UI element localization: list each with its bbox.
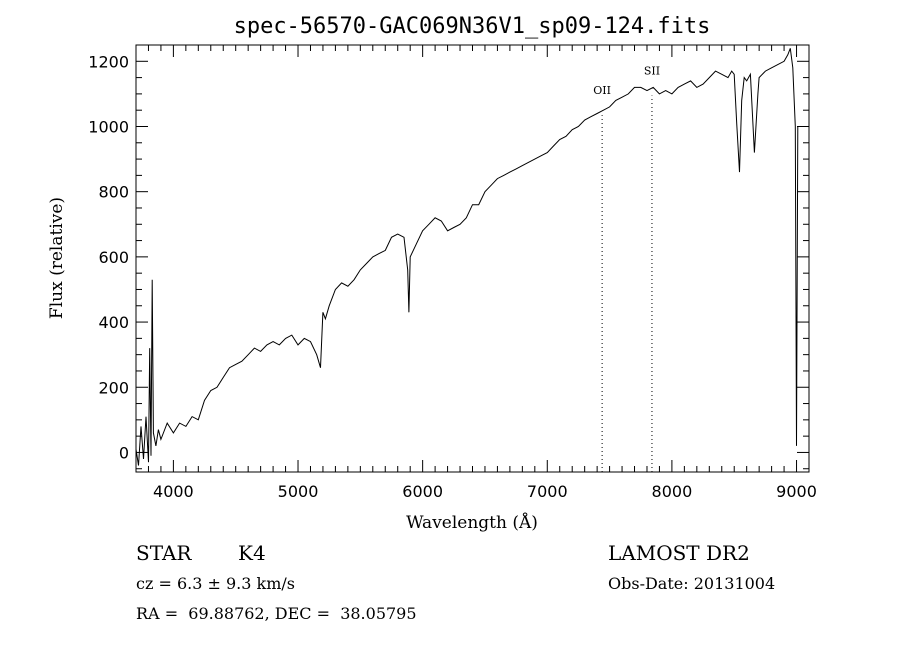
chart-title: spec-56570-GAC069N36V1_sp09-124.fits — [234, 14, 711, 39]
y-tick-label: 1200 — [88, 52, 129, 71]
sky-coordinates: RA = 69.88762, DEC = 38.05795 — [136, 604, 417, 623]
line-markers: OII SII — [593, 64, 660, 472]
object-subclass: K4 — [238, 541, 266, 565]
x-axis-label: Wavelength (Å) — [406, 512, 538, 533]
x-tick-label: 8000 — [652, 482, 693, 501]
survey-name: LAMOST DR2 — [608, 541, 750, 565]
x-tick-label: 9000 — [776, 482, 817, 501]
y-tick-label: 200 — [98, 378, 129, 397]
x-tick-label: 5000 — [278, 482, 319, 501]
spectrum-line — [136, 48, 798, 465]
y-tick-label: 400 — [98, 313, 129, 332]
x-tick-label: 7000 — [527, 482, 568, 501]
x-tick-label: 4000 — [153, 482, 194, 501]
axis-ticks: 4000 5000 6000 7000 8000 9000 0 200 400 600 800 100… — [88, 45, 817, 501]
y-tick-label: 1000 — [88, 117, 129, 136]
marker-label-sii: SII — [644, 64, 660, 77]
redshift-velocity: cz = 6.3 ± 9.3 km/s — [136, 574, 295, 593]
y-tick-label: 0 — [119, 443, 129, 462]
y-axis-label: Flux (relative) — [47, 197, 67, 319]
object-type: STAR — [136, 541, 191, 565]
x-tick-label: 6000 — [402, 482, 443, 501]
y-tick-label: 800 — [98, 183, 129, 202]
plot-frame — [136, 45, 809, 472]
marker-label-oii: OII — [593, 84, 611, 97]
observation-date: Obs-Date: 20131004 — [608, 574, 775, 593]
y-tick-label: 600 — [98, 248, 129, 267]
